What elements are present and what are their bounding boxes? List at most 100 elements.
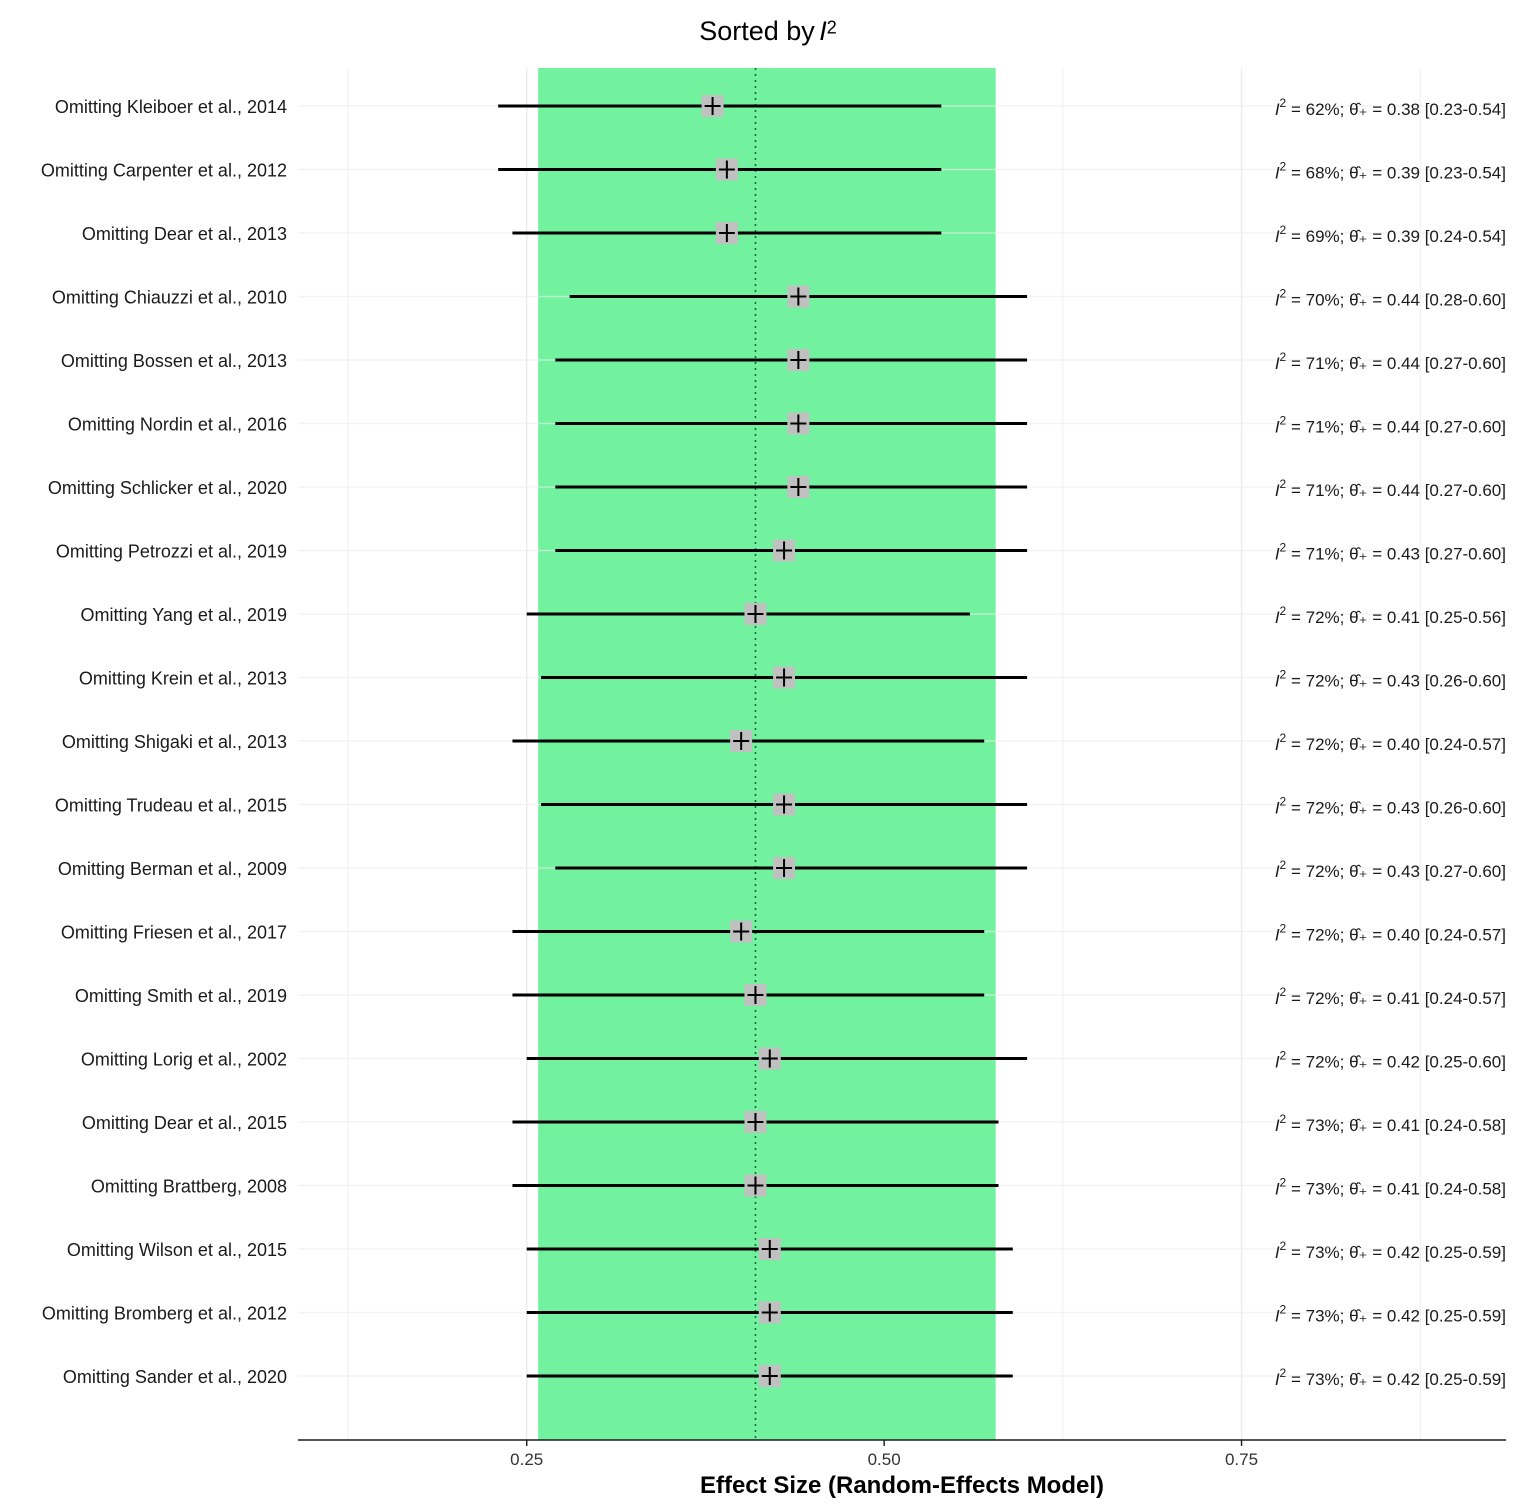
ci-value: [0.25-0.60] [1420,1053,1506,1072]
i2-equals: = [1286,672,1305,691]
estimate-value: 0.42 [1387,1053,1420,1072]
ci-value: [0.23-0.54] [1420,164,1506,183]
study-label: Omitting Shigaki et al., 2013 [62,732,287,752]
i2-symbol: I [1275,862,1280,881]
i2-exponent: 2 [1280,287,1287,301]
i2-symbol: I [1275,1370,1280,1389]
ci-value: [0.25-0.59] [1420,1307,1506,1326]
forest-row: Omitting Krein et al., 2013 I2 = 72%; θ̂₊… [79,666,1506,691]
i2-value: 69% [1306,227,1340,246]
row-annotation: I2 = 71%; θ̂₊ = 0.44 [0.27-0.60] [1275,350,1506,373]
i2-exponent: 2 [1280,985,1287,999]
row-annotation: I2 = 72%; θ̂₊ = 0.41 [0.24-0.57] [1275,985,1506,1008]
row-annotation: I2 = 73%; θ̂₊ = 0.42 [0.25-0.59] [1275,1239,1506,1262]
i2-value: 72% [1306,1053,1340,1072]
i2-symbol: I [1275,354,1280,373]
i2-exponent: 2 [1280,1239,1287,1253]
theta-symbol: ; θ̂₊ = [1340,862,1387,881]
theta-symbol: ; θ̂₊ = [1340,1180,1387,1199]
study-label: Omitting Dear et al., 2015 [82,1113,287,1133]
study-label: Omitting Kleiboer et al., 2014 [55,97,287,117]
pooled-ci-band [538,68,996,1440]
i2-equals: = [1286,1180,1305,1199]
x-tick-label: 0.25 [510,1450,543,1469]
ci-value: [0.24-0.57] [1420,926,1506,945]
theta-symbol: ; θ̂₊ = [1340,989,1387,1008]
i2-equals: = [1286,735,1305,754]
row-annotation: I2 = 69%; θ̂₊ = 0.39 [0.24-0.54] [1275,223,1506,246]
i2-equals: = [1286,1243,1305,1262]
row-annotation: I2 = 62%; θ̂₊ = 0.38 [0.23-0.54] [1275,96,1506,119]
i2-symbol: I [1275,100,1280,119]
i2-exponent: 2 [1280,1112,1287,1126]
estimate-value: 0.40 [1387,926,1420,945]
study-label: Omitting Berman et al., 2009 [58,859,287,879]
i2-value: 68% [1306,164,1340,183]
study-label: Omitting Yang et al., 2019 [81,605,287,625]
i2-value: 71% [1306,354,1340,373]
theta-symbol: ; θ̂₊ = [1340,227,1387,246]
forest-row: Omitting Shigaki et al., 2013 I2 = 72%; θ… [62,730,1506,754]
study-label: Omitting Schlicker et al., 2020 [48,478,287,498]
i2-value: 71% [1306,418,1340,437]
ci-value: [0.25-0.56] [1420,608,1506,627]
row-annotation: I2 = 72%; θ̂₊ = 0.43 [0.26-0.60] [1275,795,1506,818]
chart-title-var: I [819,16,827,46]
i2-value: 73% [1306,1116,1340,1135]
theta-symbol: ; θ̂₊ = [1340,926,1387,945]
i2-exponent: 2 [1280,668,1287,682]
i2-exponent: 2 [1280,1303,1287,1317]
i2-value: 72% [1306,799,1340,818]
forest-row: Omitting Dear et al., 2013 I2 = 69%; θ̂₊ … [82,222,1506,246]
i2-equals: = [1286,799,1305,818]
row-annotation: I2 = 70%; θ̂₊ = 0.44 [0.28-0.60] [1275,287,1506,310]
forest-row: Omitting Schlicker et al., 2020 I2 = 71%;… [48,476,1506,500]
x-tick-label: 0.75 [1225,1450,1258,1469]
study-label: Omitting Brattberg, 2008 [91,1177,287,1197]
row-annotation: I2 = 73%; θ̂₊ = 0.41 [0.24-0.58] [1275,1176,1506,1199]
estimate-value: 0.43 [1387,862,1420,881]
i2-symbol: I [1275,799,1280,818]
estimate-value: 0.44 [1387,291,1420,310]
theta-symbol: ; θ̂₊ = [1340,164,1387,183]
i2-exponent: 2 [1280,1176,1287,1190]
x-axis: 0.25 0.50 0.75 [298,1439,1506,1469]
forest-row: Omitting Petrozzi et al., 2019 I2 = 71%; … [56,539,1506,564]
forest-row: Omitting Kleiboer et al., 2014 I2 = 62%; … [55,95,1506,119]
i2-value: 72% [1306,862,1340,881]
i2-value: 73% [1306,1180,1340,1199]
study-label: Omitting Bossen et al., 2013 [61,351,287,371]
forest-row: Omitting Lorig et al., 2002 I2 = 72%; θ̂₊… [81,1047,1506,1072]
i2-symbol: I [1275,1053,1280,1072]
i2-symbol: I [1275,227,1280,246]
i2-symbol: I [1275,1243,1280,1262]
forest-row: Omitting Wilson et al., 2015 I2 = 73%; θ̂… [67,1238,1506,1262]
i2-symbol: I [1275,291,1280,310]
study-label: Omitting Petrozzi et al., 2019 [56,542,287,562]
ci-value: [0.28-0.60] [1420,291,1506,310]
i2-equals: = [1286,926,1305,945]
i2-equals: = [1286,1370,1305,1389]
theta-symbol: ; θ̂₊ = [1340,291,1387,310]
forest-row: Omitting Nordin et al., 2016 I2 = 71%; θ̂… [68,412,1506,437]
ci-value: [0.24-0.57] [1420,735,1506,754]
i2-symbol: I [1275,926,1280,945]
study-label: Omitting Smith et al., 2019 [75,986,287,1006]
estimate-value: 0.43 [1387,799,1420,818]
i2-equals: = [1286,545,1305,564]
forest-row: Omitting Carpenter et al., 2012 I2 = 68%;… [41,158,1506,183]
estimate-value: 0.43 [1387,672,1420,691]
theta-symbol: ; θ̂₊ = [1340,100,1387,119]
row-annotation: I2 = 72%; θ̂₊ = 0.40 [0.24-0.57] [1275,731,1506,754]
row-annotation: I2 = 68%; θ̂₊ = 0.39 [0.23-0.54] [1275,160,1506,183]
ci-value: [0.24-0.54] [1420,227,1506,246]
theta-symbol: ; θ̂₊ = [1340,1370,1387,1389]
theta-symbol: ; θ̂₊ = [1340,418,1387,437]
study-label: Omitting Bromberg et al., 2012 [42,1304,287,1324]
study-label: Omitting Sander et al., 2020 [63,1367,287,1387]
i2-exponent: 2 [1280,858,1287,872]
study-label: Omitting Friesen et al., 2017 [61,923,287,943]
estimate-value: 0.41 [1387,1180,1420,1199]
estimate-value: 0.42 [1387,1307,1420,1326]
i2-equals: = [1286,608,1305,627]
